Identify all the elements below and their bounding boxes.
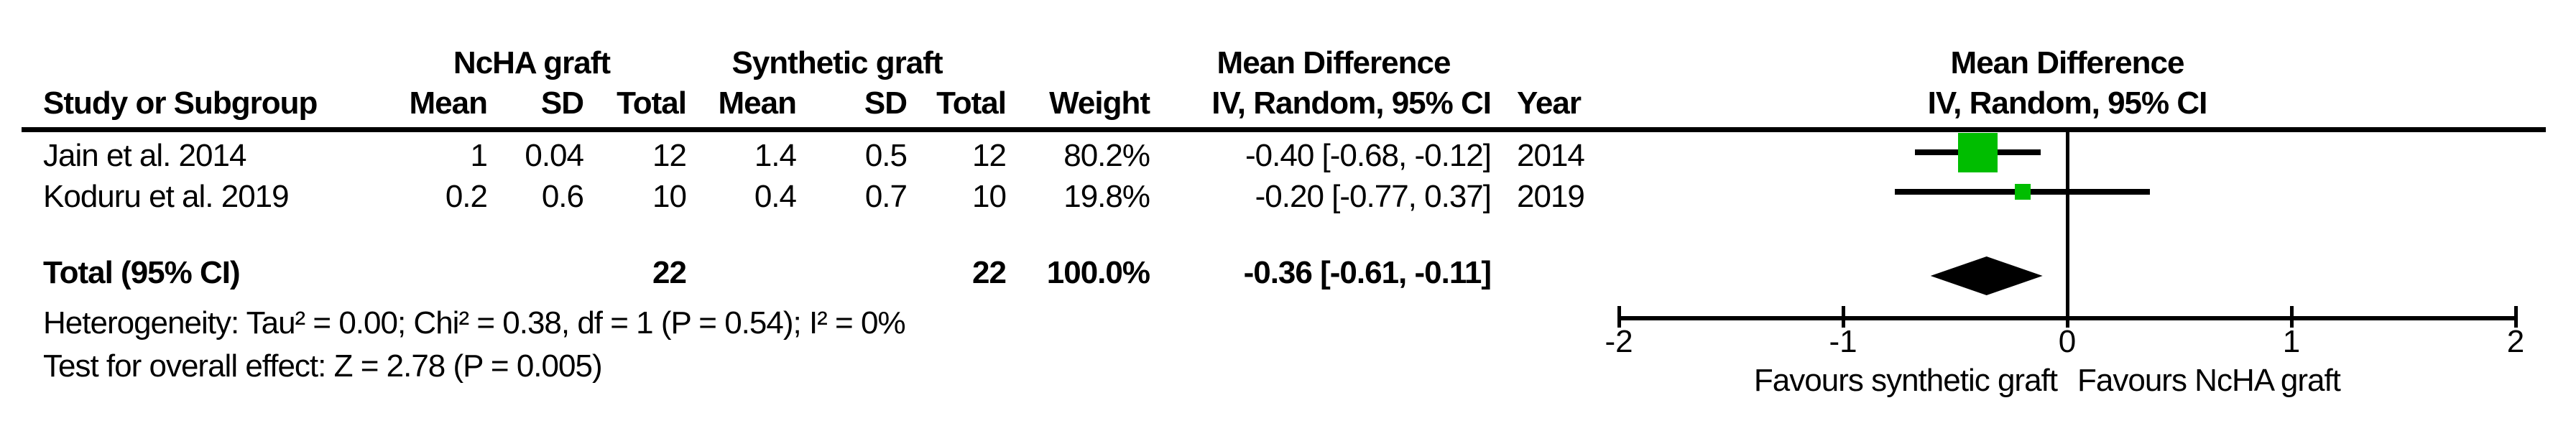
- overall-effect-stats: Test for overall effect: Z = 2.78 (P = 0…: [43, 348, 603, 384]
- plot-header-ci: IV, Random, 95% CI: [1927, 85, 2208, 121]
- total-1-sum: 22: [652, 255, 687, 290]
- total-2-sum: 22: [972, 255, 1007, 290]
- col-header-sd-2: SD: [864, 85, 908, 121]
- axis-tick-label: -2: [1605, 324, 1633, 359]
- favours-left-label: Favours synthetic graft: [1753, 363, 2058, 398]
- year-value: 2019: [1517, 179, 1585, 214]
- effect-square: [1957, 132, 1998, 172]
- axis-tick: [2066, 306, 2069, 328]
- header-divider-rule: [22, 127, 2546, 132]
- year-value: 2014: [1517, 138, 1585, 173]
- favours-right-label: Favours NcHA graft: [2077, 363, 2341, 398]
- axis-tick: [1842, 306, 1845, 328]
- group-header-synthetic-graft: Synthetic graft: [731, 45, 943, 80]
- zero-line: [2066, 132, 2069, 328]
- effect-square: [2014, 184, 2031, 200]
- sd-2-value: 0.5: [864, 138, 908, 173]
- total-2-value: 10: [972, 179, 1007, 214]
- mean-1-value: 1: [470, 138, 489, 173]
- group-header-mean-difference: Mean Difference: [1217, 45, 1451, 80]
- col-header-weight: Weight: [1049, 85, 1150, 121]
- col-header-year: Year: [1517, 85, 1582, 121]
- sd-1-value: 0.6: [541, 179, 584, 214]
- mean-2-value: 0.4: [754, 179, 797, 214]
- mean-2-value: 1.4: [754, 138, 797, 173]
- ci-value: -0.20 [-0.77, 0.37]: [1255, 179, 1492, 214]
- study-name: Koduru et al. 2019: [43, 179, 290, 214]
- plot-header-mean-difference: Mean Difference: [1950, 45, 2185, 80]
- summary-diamond: [1930, 256, 2043, 295]
- axis-tick: [1617, 306, 1621, 328]
- sd-1-value: 0.04: [525, 138, 584, 173]
- group-header-ncha-graft: NcHA graft: [453, 45, 611, 80]
- col-header-total-2: Total: [936, 85, 1007, 121]
- total-weight-value: 100.0%: [1046, 255, 1150, 290]
- mean-1-value: 0.2: [445, 179, 488, 214]
- weight-value: 19.8%: [1063, 179, 1150, 214]
- total-label: Total (95% CI): [43, 255, 241, 290]
- heterogeneity-stats: Heterogeneity: Tau² = 0.00; Chi² = 0.38,…: [43, 305, 906, 341]
- col-header-mean-2: Mean: [718, 85, 797, 121]
- col-header-sd-1: SD: [540, 85, 584, 121]
- total-1-value: 10: [652, 179, 687, 214]
- sd-2-value: 0.7: [864, 179, 908, 214]
- col-header-ci: IV, Random, 95% CI: [1211, 85, 1492, 121]
- axis-tick-label: -1: [1829, 324, 1857, 359]
- total-ci-value: -0.36 [-0.61, -0.11]: [1243, 255, 1492, 290]
- col-header-total-1: Total: [617, 85, 687, 121]
- axis-tick-label: 1: [2282, 324, 2301, 359]
- total-2-value: 12: [972, 138, 1007, 173]
- axis-tick: [2514, 306, 2518, 328]
- col-header-study: Study or Subgroup: [43, 85, 318, 121]
- weight-value: 80.2%: [1063, 138, 1150, 173]
- col-header-mean-1: Mean: [409, 85, 488, 121]
- study-name: Jain et al. 2014: [43, 138, 246, 173]
- axis-tick: [2290, 306, 2294, 328]
- axis-tick-label: 0: [2058, 324, 2077, 359]
- axis-tick-label: 2: [2506, 324, 2525, 359]
- total-1-value: 12: [652, 138, 687, 173]
- ci-value: -0.40 [-0.68, -0.12]: [1245, 138, 1492, 173]
